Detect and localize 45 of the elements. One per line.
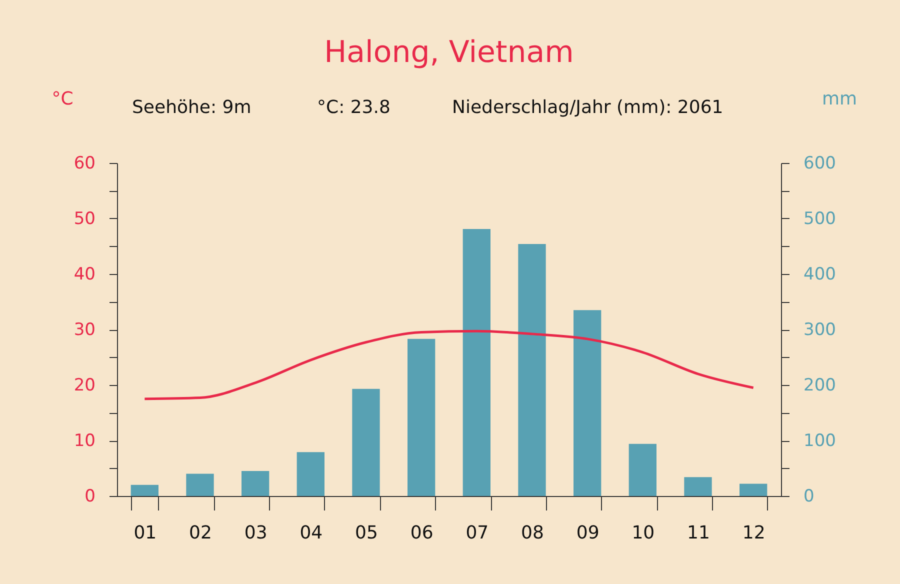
bar	[740, 484, 768, 496]
y2-tick-label: 0	[804, 486, 814, 506]
y2-tick-label: 400	[804, 264, 836, 284]
y2-tick-label: 100	[804, 431, 836, 451]
y-axis-title: °C	[52, 88, 74, 110]
x-tick-label: 04	[300, 522, 323, 544]
y-tick-label: 10	[74, 431, 96, 451]
x-tick-label: 06	[410, 522, 434, 544]
y-tick-label: 50	[74, 209, 96, 229]
x-tick-label: 08	[521, 522, 544, 544]
y-tick-label: 60	[74, 154, 96, 174]
line-series	[143, 330, 755, 400]
y-tick-label: 20	[74, 376, 96, 396]
x-tick-label: 01	[134, 522, 157, 544]
text: Niederschlag/Jahr (mm): 2061	[452, 97, 724, 118]
y2-tick-label: 300	[804, 320, 836, 340]
bar	[408, 338, 436, 496]
x-tick-label: 12	[742, 522, 766, 544]
bar	[574, 310, 602, 496]
y2-tick-label: 500	[804, 209, 836, 229]
y2-tick-label: 200	[804, 376, 836, 396]
bar	[296, 452, 324, 496]
y2-axis-title: mm	[822, 88, 858, 110]
x-tick-label: 09	[576, 522, 600, 544]
x-tick-label: 02	[189, 522, 212, 544]
text: Seehöhe: 9m	[132, 97, 252, 118]
x-tick-label: 07	[466, 522, 489, 544]
bar	[684, 477, 712, 496]
bar	[130, 484, 158, 496]
y-tick-label: 0	[84, 486, 96, 506]
bar	[186, 474, 214, 496]
y-tick-label: 40	[74, 264, 96, 284]
bar	[242, 471, 270, 496]
bar	[352, 388, 380, 496]
chart-title: Halong, Vietnam	[324, 35, 574, 70]
bar	[518, 244, 546, 496]
x-tick-label: 11	[687, 522, 710, 544]
x-tick-label: 03	[244, 522, 268, 544]
bar	[628, 444, 656, 496]
y2-tick-label: 600	[804, 154, 836, 174]
bar	[462, 229, 490, 496]
x-tick-label: 10	[632, 522, 655, 544]
y-tick-label: 30	[74, 320, 96, 340]
text: °C: 23.8	[317, 97, 390, 118]
x-tick-label: 05	[355, 522, 378, 544]
